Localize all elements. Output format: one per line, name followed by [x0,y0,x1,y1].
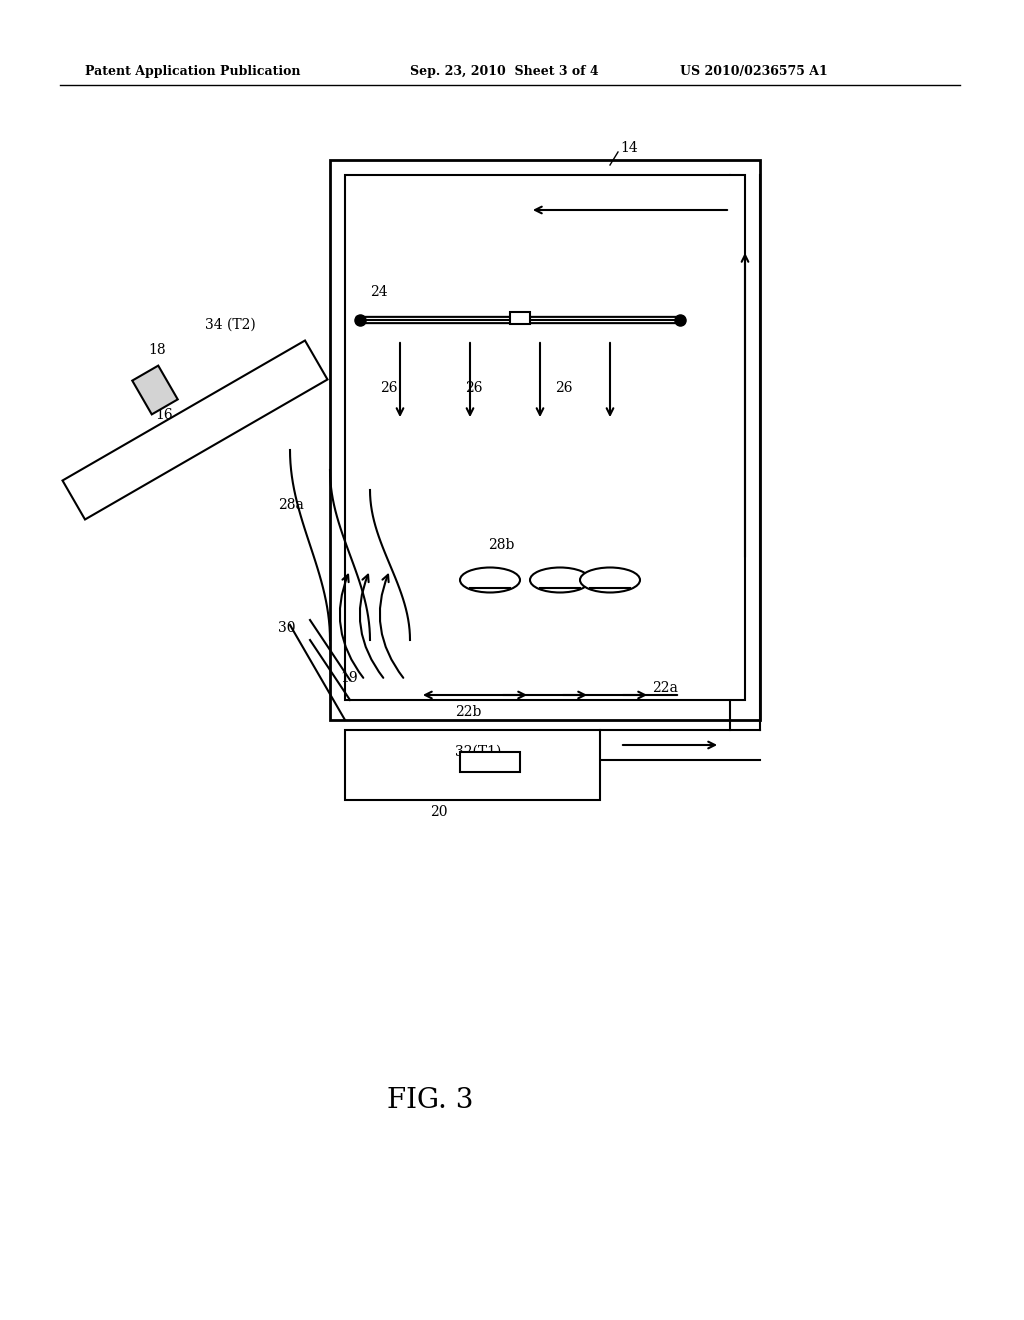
Bar [345,176,745,700]
Text: 18: 18 [148,343,166,356]
Text: 28b: 28b [488,539,514,552]
Text: 28a: 28a [278,498,304,512]
Bar [345,730,600,800]
Text: 16: 16 [155,408,173,422]
Text: Sep. 23, 2010  Sheet 3 of 4: Sep. 23, 2010 Sheet 3 of 4 [410,66,599,78]
Text: 24: 24 [370,285,388,300]
Text: FIG. 3: FIG. 3 [387,1086,473,1114]
Ellipse shape [460,568,520,593]
Bar [510,312,530,323]
Text: US 2010/0236575 A1: US 2010/0236575 A1 [680,66,827,78]
Text: 22b: 22b [455,705,481,719]
Bar [460,752,520,772]
Polygon shape [132,366,178,414]
Text: 26: 26 [380,381,397,395]
Text: 14: 14 [620,141,638,154]
Bar [330,160,760,719]
Polygon shape [62,341,328,520]
Text: Patent Application Publication: Patent Application Publication [85,66,300,78]
Text: 32(T1): 32(T1) [455,744,502,759]
Text: 34 (T2): 34 (T2) [205,318,256,333]
Text: 26: 26 [555,381,572,395]
Ellipse shape [580,568,640,593]
Text: 19: 19 [340,671,357,685]
Text: 22a: 22a [652,681,678,696]
Text: 30: 30 [278,620,296,635]
Ellipse shape [530,568,590,593]
Text: 26: 26 [465,381,482,395]
Text: 20: 20 [430,805,447,818]
